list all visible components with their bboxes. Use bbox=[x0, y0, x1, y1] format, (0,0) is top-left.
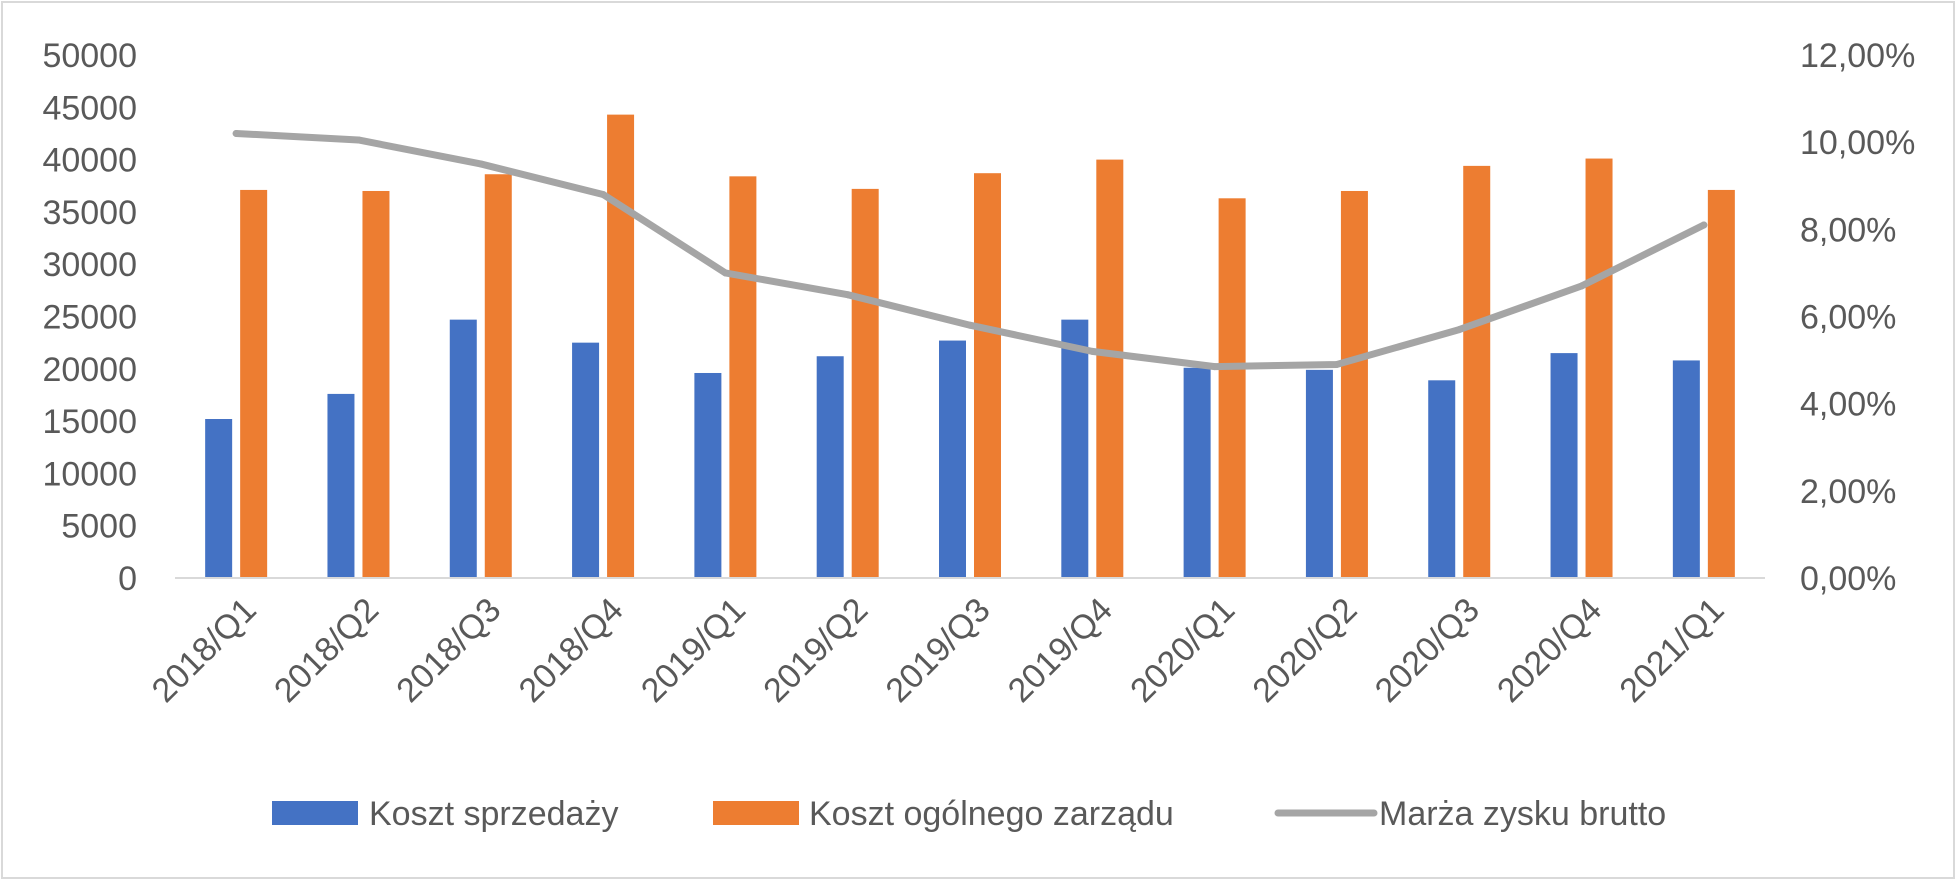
line-point bbox=[721, 269, 729, 277]
bar bbox=[939, 340, 966, 578]
bar bbox=[694, 372, 722, 578]
x-tick-label: 2018/Q1 bbox=[145, 591, 264, 710]
bar bbox=[1218, 198, 1246, 578]
y-left-tick-label: 5000 bbox=[61, 508, 137, 546]
x-tick-label: 2019/Q2 bbox=[756, 591, 875, 710]
line-point bbox=[599, 190, 607, 198]
line-point bbox=[1455, 326, 1463, 334]
legend-label: Koszt sprzedaży bbox=[369, 795, 618, 833]
line-series bbox=[232, 129, 1708, 371]
line-point bbox=[1578, 282, 1586, 290]
y-right-tick-label: 8,00% bbox=[1800, 211, 1896, 249]
y-right-tick-label: 2,00% bbox=[1800, 473, 1896, 511]
bar bbox=[729, 176, 757, 578]
y-right-tick-label: 0,00% bbox=[1800, 560, 1896, 598]
bar bbox=[572, 342, 600, 578]
y-left-tick-label: 50000 bbox=[42, 37, 137, 75]
y-right-tick-label: 12,00% bbox=[1800, 37, 1915, 75]
bar bbox=[1340, 190, 1368, 579]
x-tick-label: 2020/Q4 bbox=[1490, 591, 1609, 710]
line-point bbox=[354, 136, 362, 144]
y-right-tick-label: 4,00% bbox=[1800, 386, 1896, 424]
bar bbox=[327, 393, 355, 578]
bar bbox=[1550, 353, 1578, 578]
x-tick-label: 2021/Q1 bbox=[1612, 591, 1731, 710]
y-left-tick-label: 0 bbox=[118, 560, 137, 598]
bar bbox=[1061, 319, 1089, 578]
bar bbox=[1672, 360, 1700, 578]
x-tick-label: 2020/Q1 bbox=[1123, 591, 1242, 710]
legend-label: Koszt ogólnego zarządu bbox=[809, 795, 1174, 833]
bar bbox=[449, 319, 477, 578]
line-point bbox=[1700, 221, 1708, 229]
x-tick-label: 2020/Q3 bbox=[1368, 591, 1487, 710]
legend-item: Koszt sprzedaży bbox=[272, 795, 618, 833]
bar bbox=[974, 173, 1001, 578]
y-left-tick-label: 20000 bbox=[42, 351, 137, 389]
bar bbox=[362, 190, 390, 579]
x-tick-label: 2020/Q2 bbox=[1245, 591, 1364, 710]
x-tick-label: 2018/Q2 bbox=[267, 591, 386, 710]
legend-item: Marża zysku brutto bbox=[1274, 795, 1666, 833]
bar bbox=[816, 356, 844, 578]
bar bbox=[1707, 189, 1735, 578]
line-point bbox=[1088, 347, 1096, 355]
line-point bbox=[1211, 363, 1219, 371]
y-left-tick-label: 40000 bbox=[42, 142, 137, 180]
legend-label: Marża zysku brutto bbox=[1379, 795, 1666, 833]
x-tick-label: 2018/Q4 bbox=[512, 591, 631, 710]
y-left-tick-label: 45000 bbox=[42, 89, 137, 127]
y-left-tick-label: 30000 bbox=[42, 246, 137, 284]
x-tick-label: 2019/Q1 bbox=[634, 591, 753, 710]
bar bbox=[240, 189, 268, 578]
bar bbox=[205, 419, 233, 578]
line-point bbox=[966, 321, 974, 329]
line-point bbox=[477, 160, 485, 168]
bar bbox=[851, 188, 879, 578]
y-left-tick-label: 10000 bbox=[42, 455, 137, 493]
legend-swatch bbox=[272, 801, 358, 825]
y-left-tick-label: 15000 bbox=[42, 403, 137, 441]
bar bbox=[1305, 369, 1333, 578]
line-point bbox=[844, 291, 852, 299]
y-left-tick-label: 35000 bbox=[42, 194, 137, 232]
y-right-tick-label: 6,00% bbox=[1800, 299, 1896, 337]
line-point bbox=[232, 129, 240, 137]
bar bbox=[484, 174, 512, 578]
left-axis: 0 5000 10000 15000 20000 25000 30000 35000 40000… bbox=[42, 37, 137, 598]
right-axis: 0,00% 2,00% 4,00% 6,00% 8,00% 10,00% 12,00% bbox=[1800, 37, 1915, 598]
legend-item: Koszt ogólnego zarządu bbox=[713, 795, 1174, 833]
y-left-tick-label: 25000 bbox=[42, 299, 137, 337]
bar bbox=[1463, 165, 1491, 578]
bar bbox=[1096, 159, 1124, 578]
bar bbox=[607, 114, 635, 578]
bar bbox=[1428, 380, 1456, 578]
x-tick-label: 2019/Q4 bbox=[1001, 591, 1120, 710]
x-axis: 2018/Q1 2018/Q2 2018/Q3 2018/Q4 2019/Q1 2019/… bbox=[145, 591, 1732, 710]
legend: Koszt sprzedaży Koszt ogólnego zarządu Mar… bbox=[272, 795, 1666, 833]
x-tick-label: 2018/Q3 bbox=[389, 591, 508, 710]
y-right-tick-label: 10,00% bbox=[1800, 124, 1915, 162]
line-point bbox=[1333, 360, 1341, 368]
bar bbox=[1585, 158, 1613, 578]
bar bbox=[1183, 367, 1211, 578]
legend-swatch bbox=[713, 801, 799, 825]
bar-series bbox=[205, 114, 1735, 579]
x-tick-label: 2019/Q3 bbox=[879, 591, 998, 710]
